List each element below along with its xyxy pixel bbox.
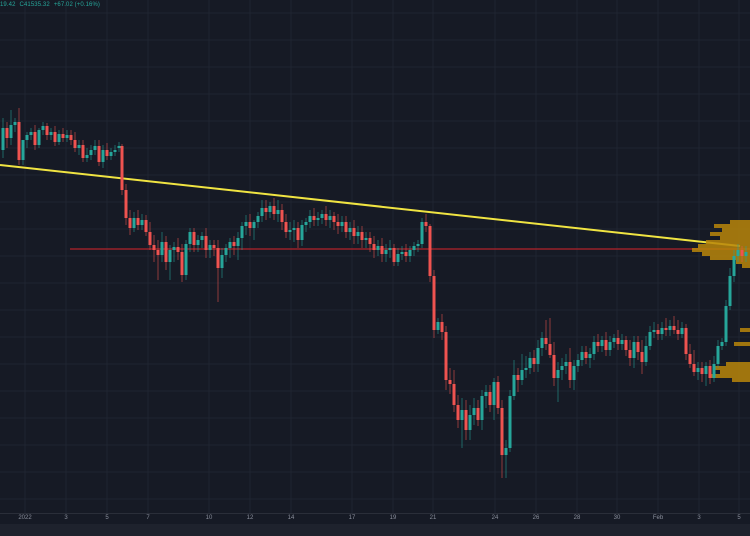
volume-profile <box>692 220 750 382</box>
grid-lines <box>0 0 750 513</box>
time-axis-tick: 26 <box>532 515 540 521</box>
time-axis-tick: 5 <box>105 515 109 521</box>
time-axis-tick: 5 <box>737 515 741 521</box>
time-axis[interactable]: 2022 3 5 7 10 12 14 17 19 21 24 26 28 30 Feb 3 5 <box>0 513 750 524</box>
bottom-toolbar-strip <box>0 524 750 536</box>
time-axis-tick: Feb <box>652 515 664 521</box>
time-axis-tick: 7 <box>146 515 150 521</box>
time-axis-tick: 19 <box>389 515 397 521</box>
time-axis-tick: 28 <box>573 515 581 521</box>
time-axis-tick: 14 <box>287 515 295 521</box>
candlesticks <box>1 108 748 478</box>
chart-pane[interactable]: 19.42 C41535.32 +67.02 (+0.16%) <box>0 0 750 513</box>
time-axis-tick: 30 <box>613 515 621 521</box>
time-axis-tick: 3 <box>697 515 701 521</box>
time-axis-tick: 3 <box>64 515 68 521</box>
legend-change: +67.02 (+0.16%) <box>53 2 100 8</box>
legend-low-partial: 19.42 <box>0 2 16 8</box>
time-axis-tick: 2022 <box>18 515 32 521</box>
time-axis-tick: 12 <box>246 515 254 521</box>
time-axis-tick: 10 <box>205 515 213 521</box>
ohlc-legend: 19.42 C41535.32 +67.02 (+0.16%) <box>0 2 104 8</box>
time-axis-tick: 21 <box>429 515 437 521</box>
legend-close: C41535.32 <box>19 2 50 8</box>
time-axis-tick: 24 <box>491 515 499 521</box>
time-axis-tick: 17 <box>348 515 356 521</box>
price-chart[interactable] <box>0 0 750 513</box>
